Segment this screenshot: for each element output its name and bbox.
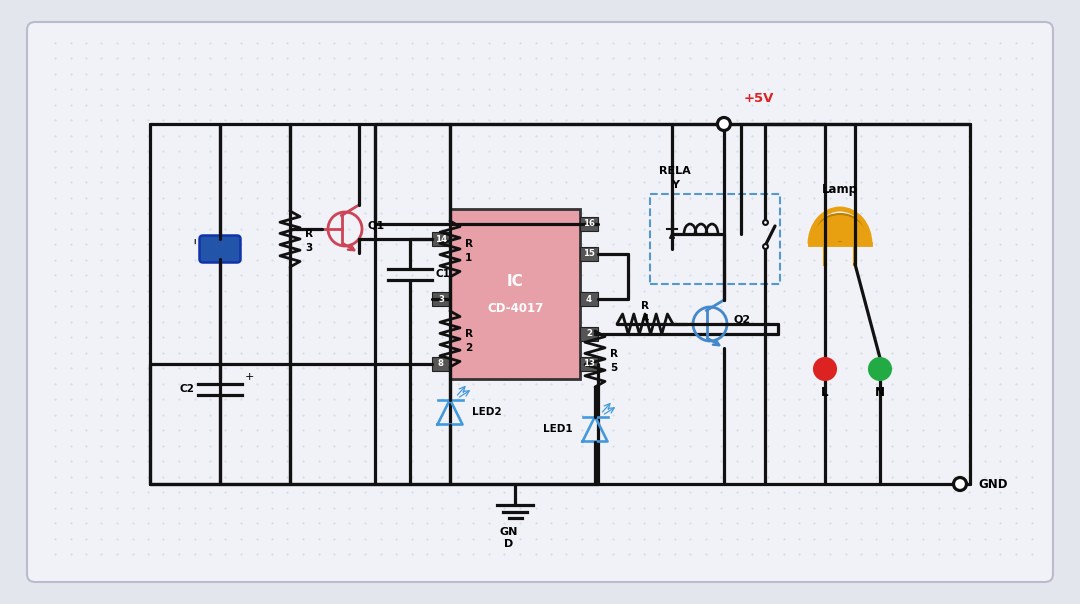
Bar	[580, 327, 598, 341]
Text: D: D	[504, 539, 514, 549]
Text: R: R	[465, 239, 473, 249]
Text: Lamp: Lamp	[822, 182, 858, 196]
Bar	[432, 292, 450, 306]
Text: Q2: Q2	[733, 315, 751, 325]
Bar	[450, 209, 580, 379]
Text: 13: 13	[583, 359, 595, 368]
Bar	[580, 292, 598, 306]
Text: 15: 15	[583, 249, 595, 259]
Text: C1: C1	[436, 269, 450, 279]
Circle shape	[814, 358, 836, 380]
Circle shape	[717, 118, 730, 130]
Text: 1: 1	[465, 253, 472, 263]
Text: IC: IC	[507, 274, 524, 289]
Text: +5V: +5V	[744, 92, 774, 106]
Circle shape	[954, 478, 967, 490]
Text: 14: 14	[435, 234, 447, 243]
Bar	[580, 357, 598, 371]
Bar	[650, 194, 780, 284]
Circle shape	[869, 358, 891, 380]
Text: Y: Y	[671, 180, 679, 190]
Bar	[580, 247, 598, 261]
Text: 5: 5	[610, 363, 618, 373]
Text: 3: 3	[305, 243, 312, 253]
Text: 16: 16	[583, 219, 595, 228]
Wedge shape	[810, 214, 870, 244]
Text: GN: GN	[500, 527, 518, 537]
Bar	[432, 232, 450, 246]
Bar	[432, 357, 450, 371]
Text: 2: 2	[465, 343, 472, 353]
Text: CD-4017: CD-4017	[487, 303, 543, 315]
Text: L: L	[821, 385, 828, 399]
Text: ': '	[192, 238, 198, 256]
FancyBboxPatch shape	[200, 236, 241, 263]
Text: 8: 8	[438, 359, 444, 368]
Text: GND: GND	[978, 478, 1008, 490]
Text: LED1: LED1	[543, 424, 573, 434]
Text: N: N	[875, 385, 885, 399]
Text: 3: 3	[438, 295, 444, 303]
Text: 2: 2	[586, 330, 592, 338]
FancyBboxPatch shape	[27, 22, 1053, 582]
Text: R: R	[610, 349, 618, 359]
Text: C2: C2	[179, 384, 194, 394]
Text: RELA: RELA	[659, 166, 691, 176]
Text: 4: 4	[642, 314, 649, 324]
Text: R: R	[642, 301, 649, 311]
Bar	[580, 217, 598, 231]
Text: Q1: Q1	[368, 220, 386, 230]
Text: R: R	[465, 329, 473, 339]
Text: +: +	[245, 371, 255, 382]
Text: R: R	[305, 229, 313, 239]
Text: LED2: LED2	[472, 407, 501, 417]
Text: 4: 4	[586, 295, 592, 303]
